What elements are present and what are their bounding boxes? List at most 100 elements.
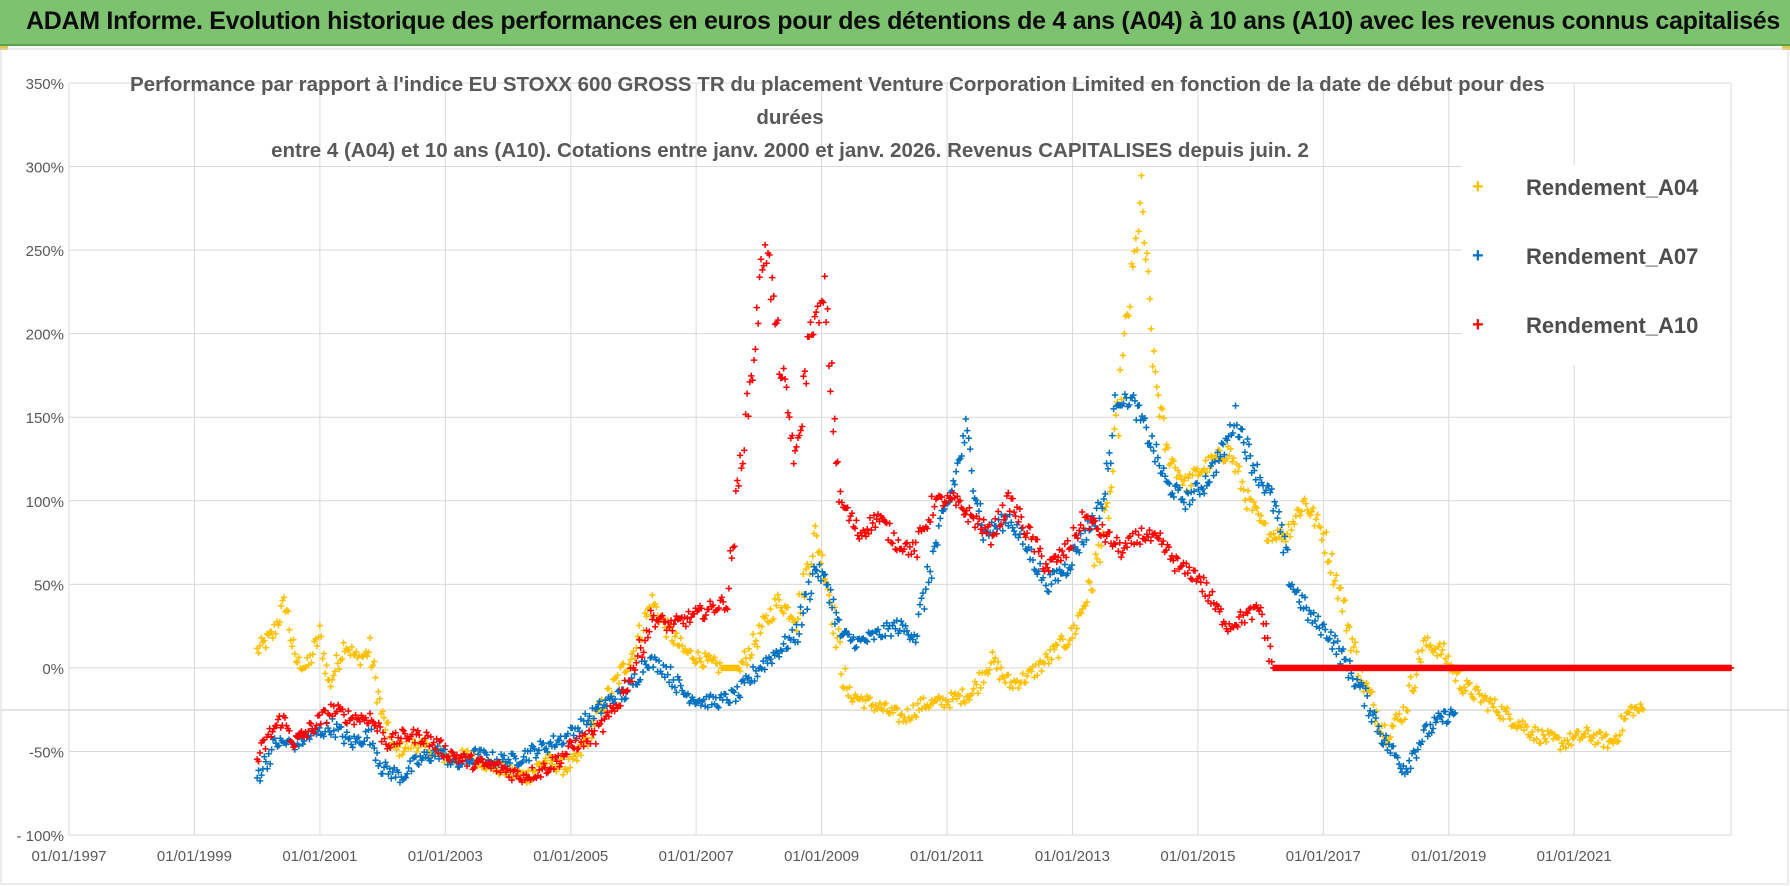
data-point-marker	[1201, 592, 1209, 600]
banner-corner-right	[1782, 46, 1790, 50]
data-point-marker	[1555, 734, 1563, 741]
data-point-marker	[1118, 553, 1125, 561]
data-point-marker	[1303, 604, 1310, 611]
data-point-marker	[1129, 263, 1137, 270]
data-point-marker	[892, 625, 899, 632]
data-point-marker	[762, 612, 770, 619]
data-point-marker	[1362, 685, 1369, 692]
data-point-marker	[1154, 454, 1162, 461]
data-point-marker	[291, 650, 298, 658]
data-point-marker	[1186, 564, 1193, 571]
data-point-marker	[699, 663, 706, 671]
data-point-marker	[368, 726, 375, 733]
data-point-marker	[1097, 500, 1105, 508]
data-point-marker	[1036, 657, 1044, 665]
data-point-marker	[1086, 525, 1093, 533]
data-point-marker	[309, 651, 317, 658]
data-point-marker	[1159, 537, 1167, 545]
data-point-marker	[1057, 557, 1065, 564]
data-point-marker	[1269, 507, 1277, 515]
data-point-marker	[352, 738, 359, 746]
data-point-marker	[731, 688, 738, 696]
data-point-marker	[684, 690, 692, 698]
data-point-marker	[832, 644, 840, 651]
data-point-marker	[591, 727, 598, 734]
data-point-marker	[975, 508, 983, 515]
data-point-marker	[1331, 632, 1339, 639]
data-point-marker	[1214, 449, 1221, 456]
data-point-marker	[650, 663, 657, 671]
data-point-marker	[791, 447, 799, 454]
data-point-marker	[856, 535, 863, 543]
data-point-marker	[876, 518, 883, 525]
data-point-marker	[1068, 544, 1076, 551]
data-point-marker	[879, 633, 886, 641]
data-point-marker	[327, 683, 334, 690]
data-point-marker	[1111, 425, 1118, 433]
data-point-marker	[1145, 439, 1153, 447]
data-point-marker	[1112, 541, 1119, 548]
data-point-marker	[1268, 658, 1275, 665]
data-point-marker	[946, 704, 954, 711]
data-point-marker	[1258, 479, 1265, 486]
data-point-marker	[1499, 715, 1507, 723]
data-point-marker	[903, 627, 911, 635]
data-point-marker	[870, 707, 878, 714]
data-point-marker	[540, 739, 547, 747]
data-point-marker	[566, 737, 573, 745]
data-point-marker	[636, 622, 643, 629]
data-point-marker	[1543, 738, 1550, 746]
data-point-marker	[634, 652, 641, 660]
data-point-marker	[1142, 537, 1149, 544]
data-point-marker	[406, 757, 414, 765]
data-point-marker	[844, 504, 851, 511]
data-point-marker	[1375, 723, 1383, 730]
data-point-marker	[1156, 462, 1163, 469]
data-point-marker	[734, 477, 741, 484]
data-point-marker	[1311, 617, 1319, 625]
data-point-marker	[1240, 486, 1247, 493]
data-point-marker	[1076, 549, 1083, 556]
data-point-marker	[1436, 712, 1444, 719]
data-point-marker	[572, 753, 579, 760]
data-point-marker	[557, 760, 565, 767]
data-point-marker	[373, 699, 381, 706]
data-point-marker	[1427, 721, 1434, 728]
data-point-marker	[1039, 574, 1047, 582]
data-point-marker	[1126, 303, 1134, 310]
data-point-marker	[956, 692, 963, 700]
data-point-marker	[817, 560, 825, 567]
data-point-marker	[1199, 485, 1206, 493]
data-point-marker	[781, 633, 789, 640]
data-point-marker	[1038, 552, 1045, 560]
data-point-marker	[471, 764, 478, 772]
data-point-marker	[955, 498, 962, 506]
data-point-marker	[1019, 670, 1026, 677]
data-point-marker	[869, 519, 876, 527]
data-point-marker	[1099, 521, 1106, 528]
data-point-marker	[340, 639, 347, 646]
data-point-marker	[365, 649, 372, 656]
data-point-marker	[696, 655, 703, 662]
data-point-marker	[1317, 524, 1324, 531]
data-point-marker	[1264, 634, 1271, 642]
data-point-marker	[587, 740, 594, 747]
data-point-marker	[1257, 604, 1264, 611]
data-point-marker	[902, 540, 909, 547]
data-point-marker	[1153, 441, 1160, 448]
data-point-marker	[1379, 741, 1387, 748]
data-point-marker	[593, 705, 600, 713]
plus-marker-icon: +	[1472, 314, 1484, 336]
data-point-marker	[330, 702, 338, 710]
data-point-marker	[753, 304, 760, 311]
data-point-marker	[1342, 656, 1349, 663]
data-point-marker	[690, 696, 697, 703]
data-point-marker	[1000, 674, 1008, 682]
data-point-marker	[987, 659, 995, 667]
data-point-marker	[550, 732, 557, 740]
data-point-marker	[1121, 391, 1129, 398]
data-point-marker	[983, 529, 990, 536]
data-point-marker	[269, 634, 277, 642]
data-point-marker	[1320, 530, 1327, 537]
data-point-marker	[407, 745, 415, 752]
